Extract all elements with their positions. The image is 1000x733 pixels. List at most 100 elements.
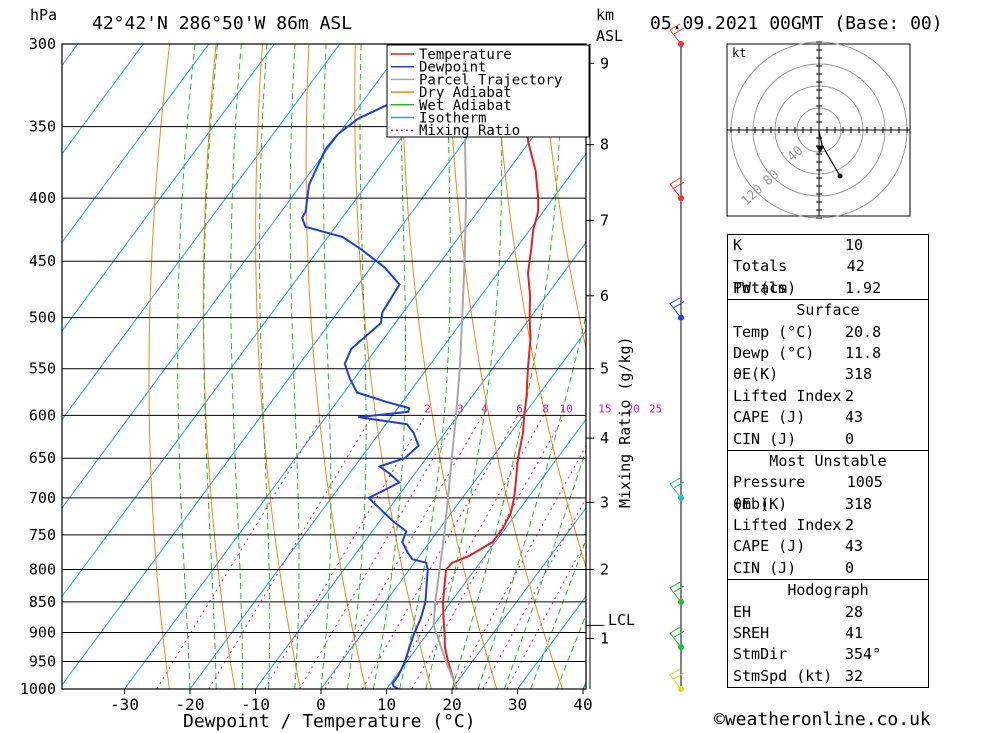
pressure-tick-label: 400: [29, 189, 56, 207]
hodograph-title: Hodograph: [787, 581, 869, 600]
dry-adiabat-line: [540, 44, 586, 351]
stat-row: Totals Totals 42: [728, 256, 928, 296]
isotherm-line: [124, 64, 586, 689]
stat-label: Dewp (°C): [733, 343, 815, 362]
mixing-ratio-label: 25: [649, 402, 662, 415]
stat-row: Temp (°C) 20.8: [728, 322, 928, 343]
wet-adiabat-line: [177, 44, 196, 689]
x-tick-label: 0: [316, 695, 326, 714]
km-tick-label: 4: [600, 429, 609, 447]
isotherm-line: [189, 153, 586, 689]
stat-row: EH 28: [728, 602, 928, 623]
km-label: km: [596, 6, 614, 24]
stat-row: CAPE (J) 43: [728, 536, 928, 557]
pressure-tick-label: 900: [29, 624, 56, 642]
series-dewpoint: [301, 44, 505, 689]
wind-barb: [669, 581, 685, 603]
isotherm-line: [62, 44, 144, 155]
pressure-tick-label: 700: [29, 489, 56, 507]
pressure-tick-label: 650: [29, 449, 56, 467]
mixing-ratio-line: [361, 415, 519, 689]
storm-motion-marker: [816, 146, 824, 153]
wet-adiabat-line: [372, 44, 406, 689]
hodograph-unit-label: kt: [732, 46, 746, 60]
wind-barb: [669, 477, 685, 499]
series-temperature: [442, 44, 540, 689]
stat-label: CIN (J): [733, 429, 797, 448]
stat-label: StmSpd (kt): [733, 666, 833, 685]
stat-label: PW (cm): [733, 278, 797, 297]
km-tick-label: 9: [600, 54, 609, 72]
legend-entry: Temperature: [419, 47, 512, 63]
isotherm-line: [62, 44, 406, 509]
stat-row: Lifted Index 2: [728, 386, 928, 407]
dry-adiabat-line: [401, 44, 498, 689]
km-tick-label: 7: [600, 211, 609, 229]
x-tick-label: 40: [573, 695, 592, 714]
datetime-title: 05.09.2021 00GMT (Base: 00): [650, 13, 943, 34]
pressure-tick-label: 1000: [20, 680, 56, 698]
x-tick-label: -20: [176, 695, 205, 714]
isotherm-line: [62, 44, 537, 686]
legend-entry: Dewpoint: [419, 60, 486, 76]
wet-adiabat-line: [451, 44, 562, 689]
stats-table: K 10 Totals Totals 42 PW (cm) 1.92 Surface Te…: [727, 234, 929, 689]
mixing-ratio-axis-label: Mixing Ratio (g/kg): [616, 336, 634, 508]
stat-label: θE(K): [733, 365, 779, 384]
pressure-tick-label: 950: [29, 653, 56, 671]
legend-entry: Parcel Trajectory: [419, 72, 562, 88]
stat-row: CAPE (J) 43: [728, 407, 928, 428]
hodograph-panel: kt 40 80 120: [726, 41, 911, 219]
legend-entry: Mixing Ratio: [419, 123, 520, 139]
stat-value: 2: [845, 516, 855, 535]
wet-adiabat-line: [530, 538, 586, 689]
mixing-ratio-label: 2: [424, 402, 431, 415]
stat-value: 43: [845, 537, 864, 556]
stat-row: Pressure (mb) 1005: [728, 472, 928, 513]
mixing-ratio-label: 15: [598, 402, 611, 415]
x-tick-label: 10: [377, 695, 396, 714]
stat-label: Lifted Index: [733, 516, 842, 535]
plot-frame: [61, 43, 587, 690]
stat-row: Dewp (°C) 11.8: [728, 343, 928, 364]
stat-row: CIN (J) 0: [728, 558, 928, 579]
stat-value: 318: [845, 365, 873, 384]
stat-label: StmDir: [733, 645, 788, 664]
pressure-tick-label: 300: [29, 35, 56, 53]
wind-barb: [669, 177, 685, 199]
stat-value: 20.8: [845, 322, 882, 341]
stat-value: 10: [845, 236, 864, 254]
mixing-ratio-line: [299, 415, 459, 689]
stat-value: 32: [845, 666, 864, 685]
stat-label: θE (K): [733, 494, 788, 513]
pressure-tick-label: 800: [29, 560, 56, 578]
km-tick-label: 3: [600, 493, 609, 511]
km-tick-label: 8: [600, 136, 609, 154]
pressure-tick-label: 500: [29, 309, 56, 327]
hodograph-section: Hodograph EH 28 SREH 41 StmDir 354° StmSpd (kt…: [728, 579, 928, 687]
mixing-ratio-line: [452, 444, 586, 689]
stat-label: CAPE (J): [733, 537, 806, 556]
hodograph-trace: [818, 130, 841, 177]
mixing-ratio-label: 8: [542, 402, 549, 415]
x-tick-label: -30: [110, 695, 139, 714]
pressure-tick-label: 450: [29, 252, 56, 270]
stat-label: SREH: [733, 624, 770, 643]
stat-row: StmDir 354°: [728, 644, 928, 665]
pressure-tick-label: 600: [29, 406, 56, 424]
stat-row: CIN (J) 0: [728, 429, 928, 450]
mixing-ratio-label: 6: [516, 402, 523, 415]
surface-title: Surface: [796, 301, 860, 320]
mixing-ratio-label: 10: [560, 402, 573, 415]
mixing-ratio-line: [324, 415, 483, 689]
legend-entry: Wet Adiabat: [419, 98, 512, 114]
mixing-ratio-label: 4: [481, 402, 488, 415]
isotherm-line: [255, 241, 586, 689]
wet-adiabat-line: [320, 44, 332, 689]
wet-adiabat-line: [203, 44, 218, 689]
stat-value: 43: [845, 408, 864, 427]
stat-label: Pressure (mb): [733, 473, 806, 513]
dry-adiabat-line: [305, 44, 367, 689]
legend-entry: Isotherm: [419, 111, 486, 127]
